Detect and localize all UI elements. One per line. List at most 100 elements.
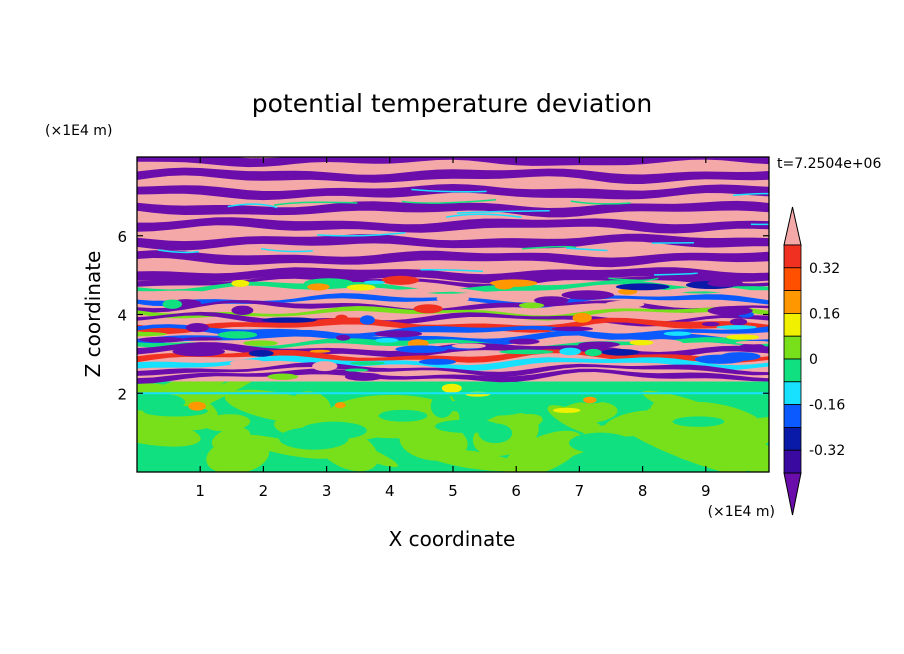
turbulent-eddy xyxy=(451,343,486,349)
lower-spot xyxy=(188,401,206,411)
turbulent-band xyxy=(137,280,769,296)
turbulent-eddy xyxy=(729,318,748,326)
turbulent-eddy xyxy=(162,299,182,309)
colorbar-label: 0.32 xyxy=(809,261,840,277)
colorbar-label: -0.16 xyxy=(809,398,845,414)
turbulent-eddy xyxy=(374,330,423,338)
turbulent-eddy xyxy=(344,372,383,381)
turbulent-eddy xyxy=(707,279,744,287)
filament xyxy=(317,232,406,237)
lower-blob xyxy=(378,409,428,422)
filament xyxy=(420,268,484,273)
lower-blob xyxy=(478,423,513,444)
turbulent-eddy xyxy=(725,334,760,340)
colorbar-segment xyxy=(783,244,802,269)
y-axis-label: Z coordinate xyxy=(81,251,105,378)
turbulent-eddy xyxy=(229,359,266,368)
turbulent-eddy xyxy=(557,337,593,342)
turbulent-eddy xyxy=(707,306,753,316)
colorbar-segment xyxy=(783,381,802,405)
x-tick-label: 1 xyxy=(195,482,205,500)
y-unit-label: (×1E4 m) xyxy=(45,123,112,139)
turbulent-band xyxy=(137,306,769,321)
turbulent-eddy xyxy=(395,345,448,353)
lower-blob xyxy=(558,401,618,424)
plot-area xyxy=(137,157,769,472)
colorbar-segment xyxy=(783,358,802,383)
turbulent-eddy xyxy=(172,346,225,357)
turbulent-eddy xyxy=(381,275,420,285)
lower-blob xyxy=(672,416,725,427)
y-axis: 2 4 6 xyxy=(117,228,769,403)
filament xyxy=(446,213,522,218)
colorbar-label: -0.32 xyxy=(809,443,845,459)
turbulent-band xyxy=(137,330,769,346)
turbulent-eddy xyxy=(336,334,351,341)
turbulent-eddy xyxy=(231,279,250,287)
x-axis-label: X coordinate xyxy=(389,527,516,551)
upper-band xyxy=(137,250,769,268)
colorbar-segment xyxy=(783,312,802,337)
turbulent-eddy xyxy=(499,349,554,355)
turbulent-eddy xyxy=(604,300,645,309)
lower-blob xyxy=(498,414,543,432)
turbulent-eddy xyxy=(231,305,254,316)
colorbar: 0.32 0.16 0 -0.16 -0.32 xyxy=(783,206,845,516)
filament xyxy=(608,277,659,282)
interface-line xyxy=(137,392,769,395)
x-tick-label: 5 xyxy=(448,482,458,500)
x-unit-label: (×1E4 m) xyxy=(708,504,775,520)
turbulent-eddy xyxy=(182,337,223,341)
filament xyxy=(273,201,358,206)
colorbar-label: 0 xyxy=(809,352,818,368)
lower-blob xyxy=(224,389,334,424)
turbulent-eddy xyxy=(618,288,638,295)
turbulent-eddy xyxy=(243,340,278,346)
lower-spot xyxy=(441,383,462,393)
turbulent-eddy xyxy=(248,350,274,357)
turbulent-eddy xyxy=(363,280,385,285)
x-tick-label: 6 xyxy=(511,482,521,500)
turbulent-eddy xyxy=(735,340,769,345)
colorbar-segment xyxy=(783,426,802,451)
y-tick-label: 2 xyxy=(117,385,127,403)
colorbar-segment xyxy=(783,290,802,314)
turbulent-eddy xyxy=(185,322,210,333)
turbulent-eddy xyxy=(578,341,620,348)
turbulent-band xyxy=(137,362,769,377)
chart-title: potential temperature deviation xyxy=(252,89,652,118)
turbulent-eddy xyxy=(601,348,640,356)
turbulent-eddy xyxy=(615,283,670,291)
upper-band xyxy=(137,200,769,218)
filament xyxy=(411,188,487,193)
filament xyxy=(227,203,278,209)
colorbar-max-arrow xyxy=(783,206,802,246)
turbulent-band xyxy=(137,317,769,334)
y-tick-label: 6 xyxy=(117,228,127,246)
turbulent-eddy xyxy=(559,347,581,356)
turbulent-eddy xyxy=(267,373,299,380)
colorbar-label: 0.16 xyxy=(809,306,840,322)
filament xyxy=(401,198,497,204)
colorbar-min-arrow xyxy=(783,472,802,516)
turbulent-eddy xyxy=(137,331,168,337)
filament xyxy=(157,249,199,254)
turbulent-eddy xyxy=(335,314,348,322)
turbulent-band xyxy=(137,349,769,363)
turbulent-eddy xyxy=(629,339,654,346)
colorbar-segment xyxy=(783,335,802,360)
turbulent-eddy xyxy=(309,349,331,353)
upper-band xyxy=(137,233,769,251)
lower-blob xyxy=(203,414,251,432)
filament xyxy=(260,247,313,253)
turbulent-band xyxy=(137,355,769,371)
y-tick-label: 4 xyxy=(117,307,127,325)
turbulent-eddy xyxy=(346,284,376,291)
turbulent-eddy xyxy=(694,354,746,364)
turbulent-eddy xyxy=(551,326,594,332)
turbulent-eddy xyxy=(138,336,186,343)
x-axis: 1 2 3 4 5 6 7 8 9 xyxy=(195,157,711,500)
lower-spot xyxy=(552,407,581,413)
x-tick-label: 7 xyxy=(575,482,585,500)
